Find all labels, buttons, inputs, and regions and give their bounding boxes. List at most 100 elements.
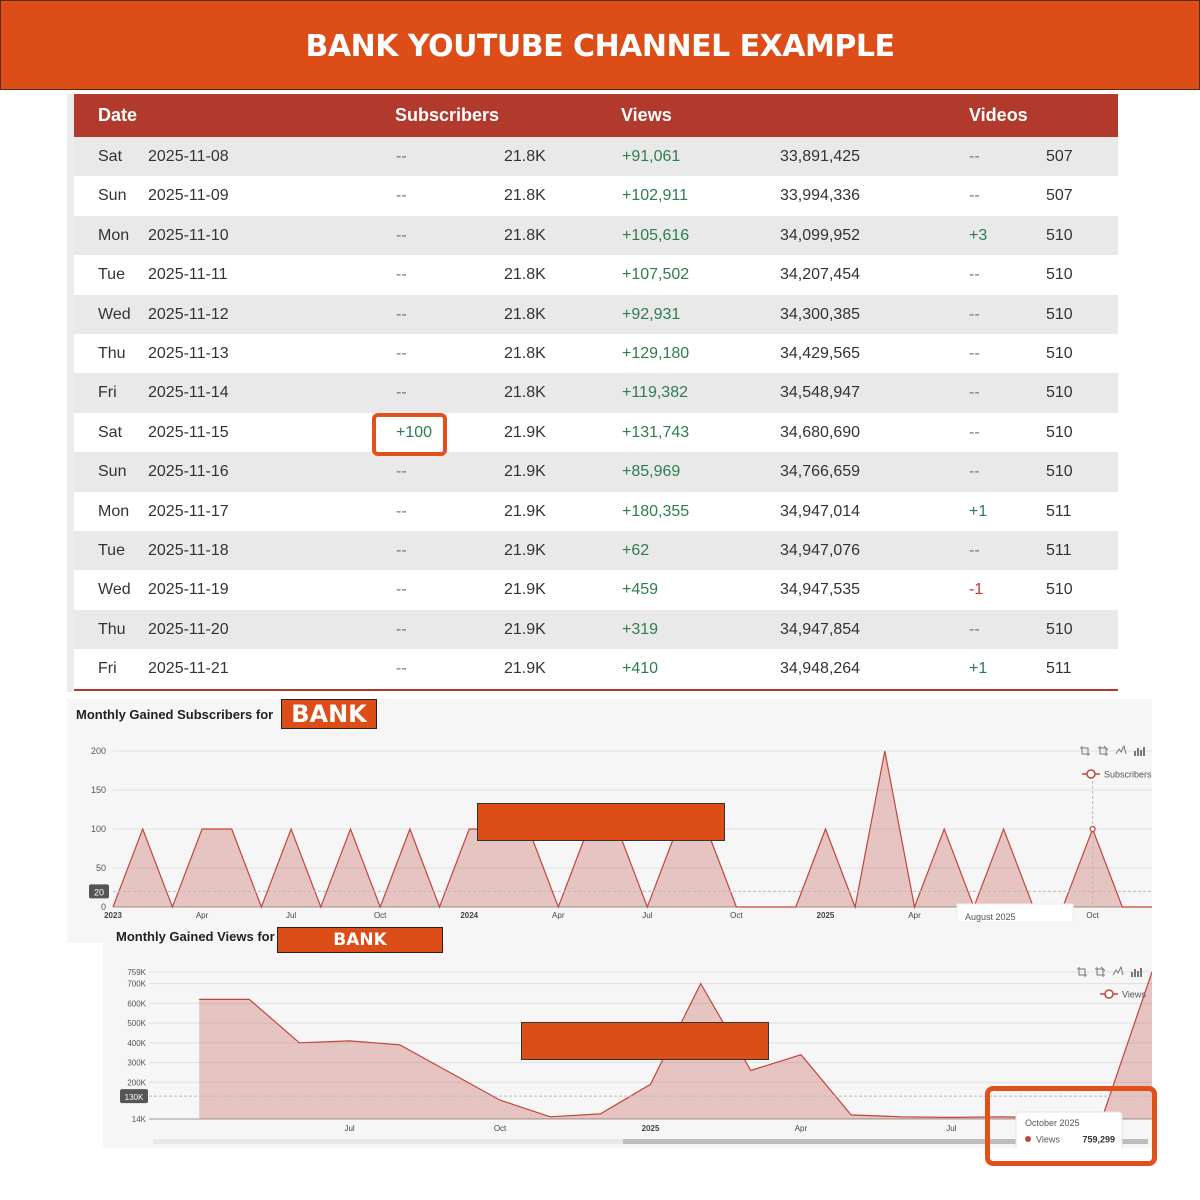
y-tick-label: 150 bbox=[91, 785, 106, 795]
cell-sub-change: +100 bbox=[396, 423, 433, 441]
y-tick-label: 600K bbox=[127, 999, 146, 1008]
tooltip-highlight-box bbox=[985, 1086, 1157, 1166]
y-tick-label: 700K bbox=[127, 980, 146, 989]
cell-videos-change: -- bbox=[969, 620, 980, 638]
views-line bbox=[199, 971, 1152, 1120]
cell-sub-change: -- bbox=[396, 581, 407, 599]
cell-subs: 21.8K bbox=[504, 148, 546, 165]
cell-day: Sun bbox=[98, 187, 127, 205]
line-chart-icon[interactable] bbox=[1115, 744, 1127, 755]
cell-sub-change: -- bbox=[396, 660, 407, 678]
cell-views: 34,099,952 bbox=[780, 226, 861, 244]
cell-subs: 21.9K bbox=[504, 423, 546, 441]
zoom-icon[interactable] bbox=[1077, 967, 1087, 977]
bar-chart-icon[interactable] bbox=[1131, 968, 1142, 977]
tooltip-title: October 2025 bbox=[1025, 1118, 1080, 1128]
cell-date: 2025-11-11 bbox=[148, 266, 228, 284]
cell-views: 33,994,336 bbox=[780, 187, 861, 205]
scrollbar-handle bbox=[623, 1139, 1148, 1144]
cell-videos-change: -- bbox=[969, 187, 980, 205]
table-row: Fri 2025-11-14 -- 21.8K +119,382 34,548,947 --… bbox=[74, 373, 1118, 413]
cell-videos: 510 bbox=[1046, 620, 1073, 638]
x-tick-label: Apr bbox=[196, 911, 209, 920]
table-row: Sun 2025-11-09 -- 21.8K +102,911 33,994,336 --… bbox=[74, 176, 1118, 216]
zoom-icon[interactable] bbox=[1080, 746, 1090, 756]
zoom-reset-icon[interactable] bbox=[1095, 966, 1106, 977]
legend-label: Subscribers bbox=[1104, 770, 1152, 780]
cell-videos: 510 bbox=[1046, 384, 1073, 402]
cell-sub-change: -- bbox=[396, 266, 407, 284]
zoom-reset-icon[interactable] bbox=[1098, 745, 1109, 756]
cell-videos: 507 bbox=[1046, 187, 1073, 205]
table-row: Mon 2025-11-17 -- 21.9K +180,355 34,947,014 +1… bbox=[74, 491, 1118, 531]
cell-videos: 511 bbox=[1046, 660, 1072, 678]
cell-subs: 21.8K bbox=[504, 187, 546, 205]
x-tick-label: Oct bbox=[374, 911, 387, 920]
cell-subs: 21.9K bbox=[504, 581, 546, 599]
tooltip-box bbox=[1015, 1111, 1123, 1148]
cell-views-change: +107,502 bbox=[622, 266, 690, 284]
tooltip-series-name: Views bbox=[1036, 1135, 1060, 1145]
cell-views-change: +62 bbox=[622, 542, 650, 559]
header-views[interactable]: Views bbox=[621, 105, 672, 125]
cell-views-change: +180,355 bbox=[622, 502, 690, 520]
cell-sub-change: -- bbox=[396, 384, 407, 402]
cell-videos: 510 bbox=[1046, 581, 1073, 599]
cell-date: 2025-11-17 bbox=[148, 502, 229, 520]
legend-marker bbox=[1104, 989, 1114, 999]
cell-views-change: +105,616 bbox=[622, 226, 690, 244]
highlight-point bbox=[1089, 825, 1096, 833]
x-tick-label: Apr bbox=[552, 911, 565, 920]
y-pointer-badge bbox=[120, 1089, 148, 1104]
cell-videos: 510 bbox=[1046, 266, 1073, 284]
x-tick-label: Jul bbox=[946, 1124, 956, 1133]
header-subscribers[interactable]: Subscribers bbox=[395, 105, 500, 125]
x-tick-label: Oct bbox=[494, 1124, 507, 1133]
table-row: Sat 2025-11-15 +100 21.9K +131,743 34,680,690… bbox=[74, 412, 1118, 453]
cell-sub-change: -- bbox=[396, 620, 407, 638]
x-tick-label: Jul bbox=[642, 911, 652, 920]
cell-date: 2025-11-15 bbox=[148, 423, 229, 441]
y-pointer-badge bbox=[89, 884, 109, 899]
cell-date: 2025-11-19 bbox=[148, 581, 229, 599]
cell-date: 2025-11-09 bbox=[148, 187, 229, 205]
table-row: Fri 2025-11-21 -- 21.9K +410 34,948,264 +1 511 bbox=[74, 649, 1118, 689]
x-tick-label: Oct bbox=[730, 911, 743, 920]
bar-chart-icon[interactable] bbox=[1134, 747, 1145, 756]
cell-date: 2025-11-21 bbox=[148, 660, 229, 678]
subscribers-chart-title: Monthly Gained Subscribers for bbox=[76, 707, 274, 722]
cell-views: 34,766,659 bbox=[780, 463, 861, 481]
cell-views-change: +91,061 bbox=[622, 148, 681, 165]
y-tick-label: 200 bbox=[91, 746, 106, 756]
legend-label: Views bbox=[1122, 990, 1146, 1000]
header-date[interactable]: Date bbox=[98, 105, 138, 125]
x-tick-label: 2023 bbox=[104, 911, 122, 920]
table-row: Thu 2025-11-20 -- 21.9K +319 34,947,854 -- 510 bbox=[74, 609, 1118, 650]
x-tick-label: 2024 bbox=[460, 911, 478, 920]
cell-subs: 21.8K bbox=[504, 305, 546, 323]
x-tick-label: Apr bbox=[908, 911, 921, 920]
header-videos[interactable]: Videos bbox=[969, 105, 1028, 125]
tooltip-value: 759,299 bbox=[1082, 1135, 1115, 1145]
cell-views-change: +459 bbox=[622, 581, 659, 599]
cell-day: Thu bbox=[98, 620, 126, 638]
cell-views: 34,947,014 bbox=[780, 502, 861, 520]
x-tick-label: Apr bbox=[795, 1124, 808, 1133]
cell-day: Mon bbox=[98, 502, 130, 520]
cell-views: 34,300,385 bbox=[780, 305, 861, 323]
cell-videos-change: -1 bbox=[969, 581, 984, 599]
table-left-edge bbox=[67, 94, 74, 692]
cell-sub-change: -- bbox=[396, 463, 407, 481]
line-chart-icon[interactable] bbox=[1112, 965, 1124, 976]
cell-views: 34,947,076 bbox=[780, 542, 861, 559]
cell-date: 2025-11-14 bbox=[148, 384, 229, 402]
y-tick-label: 100 bbox=[91, 824, 106, 834]
cell-day: Wed bbox=[98, 581, 131, 599]
table-bottom-border bbox=[74, 689, 1118, 691]
table-row: Mon 2025-11-10 -- 21.8K +105,616 34,099,952 +3… bbox=[74, 215, 1118, 256]
cell-date: 2025-11-13 bbox=[148, 345, 229, 362]
cell-videos: 510 bbox=[1046, 345, 1073, 362]
table-row: Wed 2025-11-19 -- 21.9K +459 34,947,535 -1 510 bbox=[74, 570, 1118, 610]
cell-videos-change: -- bbox=[969, 384, 980, 402]
stats-table: Date Subscribers Views Videos Sat 2025-11… bbox=[67, 94, 1118, 692]
